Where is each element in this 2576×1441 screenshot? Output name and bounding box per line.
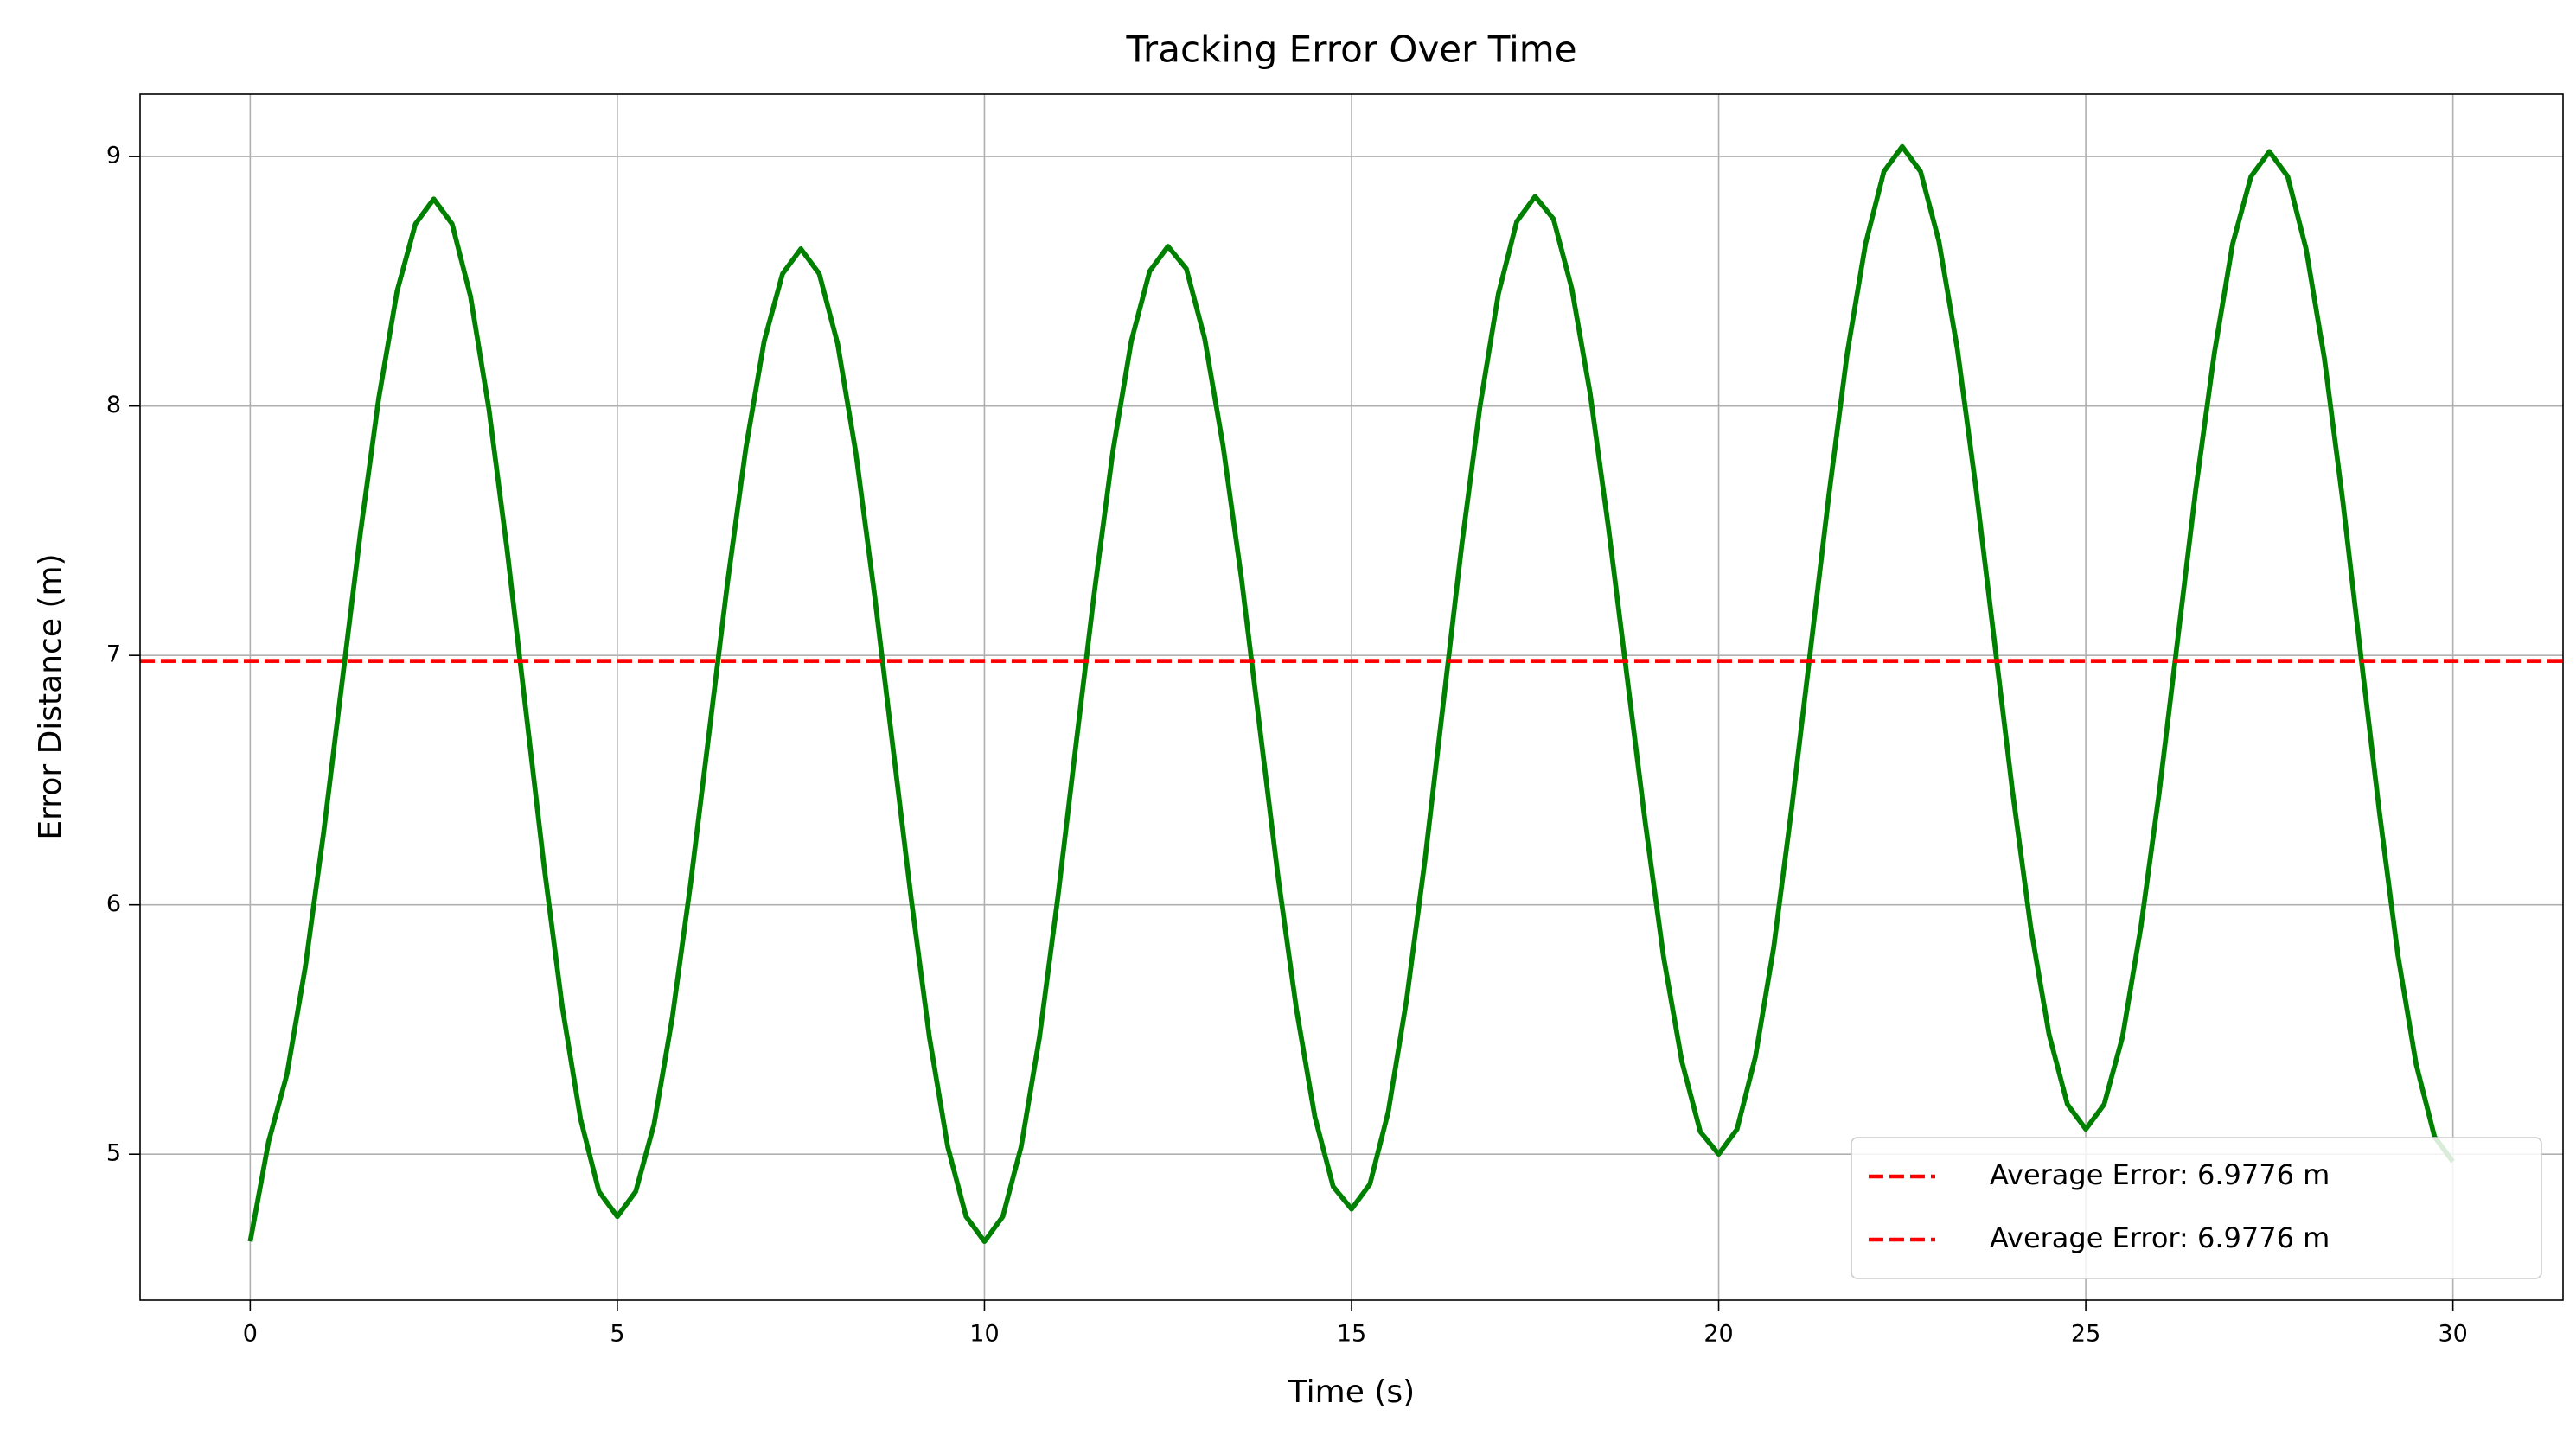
legend-label: Average Error: 6.9776 m [1990, 1158, 2330, 1191]
x-tick-label: 25 [2071, 1321, 2100, 1348]
chart-title: Tracking Error Over Time [1125, 29, 1576, 71]
y-axis-label: Error Distance (m) [33, 553, 68, 839]
data-line [247, 143, 2455, 1245]
y-tick-label: 9 [106, 143, 121, 169]
y-tick-label: 6 [106, 890, 121, 917]
x-tick-label: 20 [1703, 1321, 1733, 1348]
legend-label: Average Error: 6.9776 m [1990, 1221, 2330, 1254]
plot-frame [139, 93, 2564, 1301]
x-tick-label: 10 [969, 1321, 999, 1348]
y-tick-label: 7 [106, 641, 121, 668]
y-tick-label: 8 [106, 392, 121, 418]
legend-box [1851, 1137, 2542, 1279]
x-tick-label: 15 [1337, 1321, 1366, 1348]
x-axis-label: Time (s) [1288, 1374, 1415, 1410]
x-tick-label: 5 [610, 1321, 624, 1348]
x-tick-label: 30 [2438, 1321, 2467, 1348]
y-tick-label: 5 [106, 1140, 121, 1167]
x-tick-label: 0 [243, 1321, 258, 1348]
